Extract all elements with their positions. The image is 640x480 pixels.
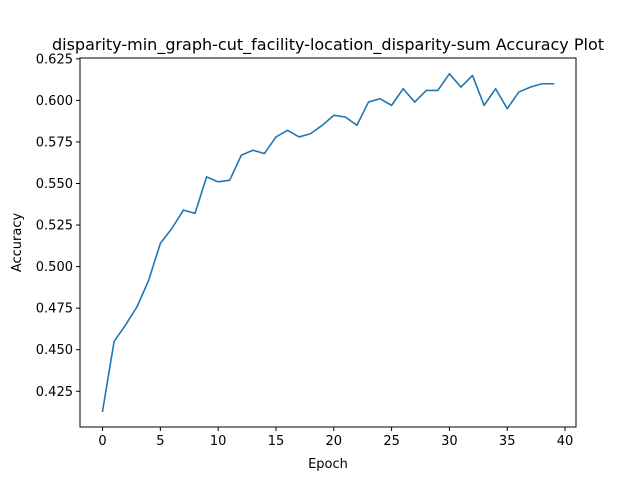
x-tick-label: 25 bbox=[383, 434, 400, 449]
x-tick-label: 30 bbox=[441, 434, 458, 449]
y-tick-label: 0.500 bbox=[36, 260, 73, 275]
y-axis-label: Accuracy bbox=[10, 213, 25, 273]
x-tick-label: 35 bbox=[499, 434, 516, 449]
x-tick-label: 0 bbox=[98, 434, 106, 449]
y-axis-ticks: 0.425 0.450 0.475 0.500 0.525 0.550 0.575 0.600… bbox=[36, 52, 80, 400]
y-tick-label: 0.525 bbox=[36, 219, 73, 234]
y-tick-label: 0.575 bbox=[36, 135, 73, 150]
x-tick-label: 5 bbox=[156, 434, 164, 449]
chart-title: disparity-min_graph-cut_facility-locatio… bbox=[52, 35, 604, 55]
y-tick-label: 0.550 bbox=[36, 177, 73, 192]
x-axis-ticks: 0 5 10 15 20 25 30 35 40 bbox=[98, 427, 573, 449]
x-axis-label: Epoch bbox=[308, 457, 348, 472]
y-tick-label: 0.600 bbox=[36, 94, 73, 109]
y-tick-label: 0.625 bbox=[36, 52, 73, 67]
y-tick-label: 0.475 bbox=[36, 302, 73, 317]
x-tick-label: 20 bbox=[326, 434, 343, 449]
y-tick-label: 0.425 bbox=[36, 385, 73, 400]
data-marks bbox=[101, 72, 555, 413]
x-tick-label: 15 bbox=[268, 434, 285, 449]
x-tick-label: 10 bbox=[210, 434, 227, 449]
plot-frame bbox=[79, 57, 577, 428]
accuracy-series-line bbox=[101, 72, 555, 413]
y-tick-label: 0.450 bbox=[36, 343, 73, 358]
plot-area bbox=[80, 58, 576, 427]
x-tick-label: 40 bbox=[557, 434, 574, 449]
